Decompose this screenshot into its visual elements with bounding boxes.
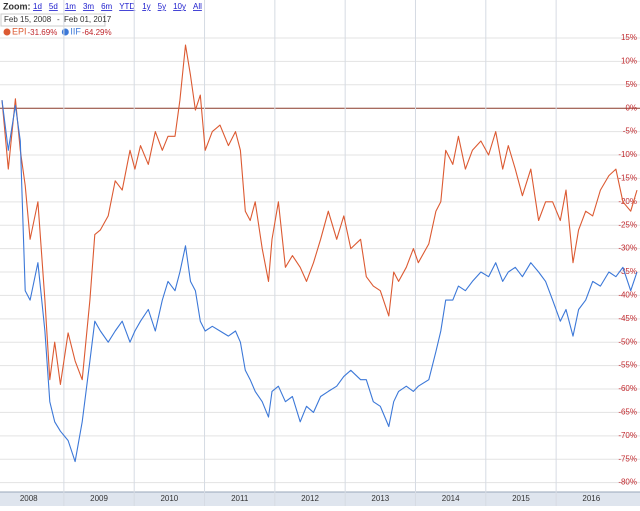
x-tick-label: 2016 (582, 494, 600, 503)
zoom-option[interactable]: 1d (33, 2, 42, 11)
x-tick-label: 2012 (301, 494, 319, 503)
zoom-label: Zoom: (3, 1, 31, 11)
y-tick-label: -65% (618, 408, 637, 417)
y-tick-label: -60% (618, 384, 637, 393)
y-tick-label: -15% (618, 174, 637, 183)
y-tick-label: -35% (618, 267, 637, 276)
date-to: Feb 01, 2017 (64, 15, 112, 24)
legend-change: -64.29% (82, 28, 112, 37)
y-tick-label: -80% (618, 478, 637, 487)
series-line (1, 44, 638, 385)
x-tick-label: 2015 (512, 494, 530, 503)
date-sep: - (57, 15, 60, 24)
zoom-option[interactable]: 1y (142, 2, 150, 11)
legend-swatch (3, 28, 11, 36)
y-tick-label: 15% (621, 33, 637, 42)
y-tick-label: 0% (625, 103, 637, 112)
legend-swatch (61, 28, 69, 36)
y-tick-label: -40% (618, 291, 637, 300)
zoom-links: 1d 5d 1m 3m 6m YTD 1y 5y 10y All (33, 2, 202, 11)
x-tick-label: 2014 (442, 494, 460, 503)
y-tick-label: -25% (618, 220, 637, 229)
zoom-option[interactable]: 5d (49, 2, 58, 11)
x-tick-label: 2011 (231, 494, 249, 503)
y-tick-label: -50% (618, 337, 637, 346)
y-tick-label: 10% (621, 57, 637, 66)
x-axis-band (0, 492, 640, 506)
y-tick-label: -70% (618, 431, 637, 440)
y-tick-label: -5% (623, 127, 637, 136)
y-tick-label: -10% (618, 150, 637, 159)
legend-change: -31.69% (28, 28, 58, 37)
zoom-option[interactable]: 6m (101, 2, 112, 11)
zoom-option[interactable]: All (193, 2, 202, 11)
series-line (1, 100, 638, 463)
x-tick-label: 2013 (371, 494, 389, 503)
x-tick-label: 2008 (20, 494, 38, 503)
y-tick-label: -55% (618, 361, 637, 370)
y-tick-label: -20% (618, 197, 637, 206)
zoom-option[interactable]: 1m (65, 2, 76, 11)
zoom-option[interactable]: YTD (119, 2, 135, 11)
zoom-option[interactable]: 5y (158, 2, 166, 11)
y-tick-label: -45% (618, 314, 637, 323)
zoom-option[interactable]: 10y (173, 2, 186, 11)
y-tick-label: -75% (618, 454, 637, 463)
y-tick-label: 5% (625, 80, 637, 89)
x-tick-label: 2010 (160, 494, 178, 503)
date-from: Feb 15, 2008 (4, 15, 52, 24)
y-tick-label: -30% (618, 244, 637, 253)
date-range-box (0, 13, 106, 27)
zoom-option[interactable]: 3m (83, 2, 94, 11)
legend-name: EPI (12, 26, 27, 36)
legend-name: IIF (70, 26, 81, 36)
x-tick-label: 2009 (90, 494, 108, 503)
